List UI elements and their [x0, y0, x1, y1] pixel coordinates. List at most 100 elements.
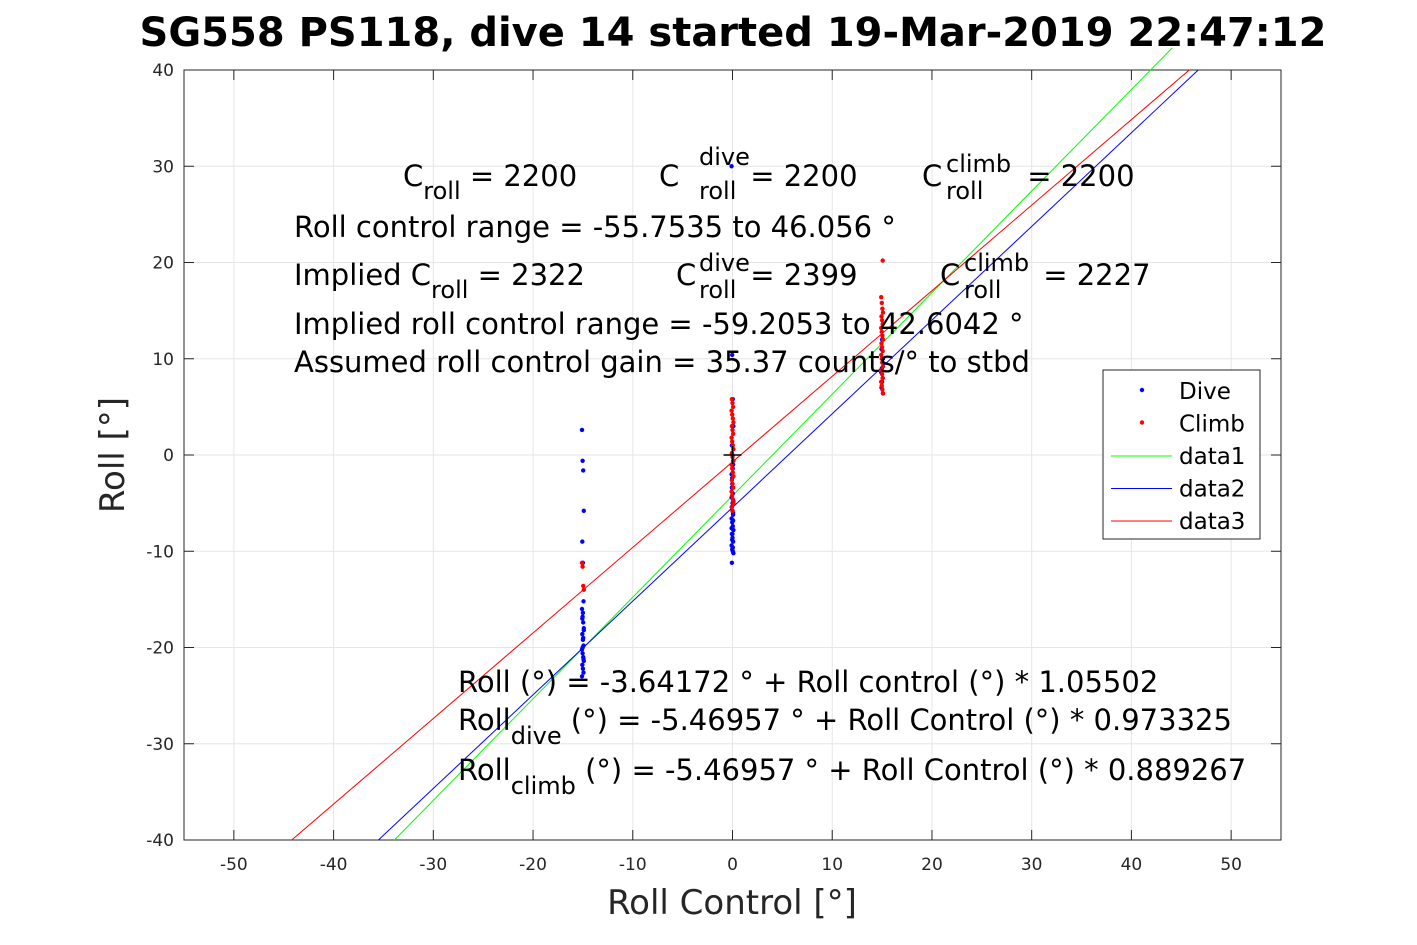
y-tick-label: 40: [152, 61, 174, 81]
point-climb: [879, 356, 884, 361]
y-tick-label: 10: [152, 350, 174, 370]
point-climb: [730, 412, 735, 417]
point-dive: [580, 666, 586, 671]
point-dive: [580, 616, 585, 621]
point-climb: [730, 400, 735, 406]
point-climb: [731, 473, 736, 479]
point-climb: [879, 368, 884, 373]
series-line-data1: [394, 47, 1173, 841]
point-climb: [880, 375, 885, 381]
x-tick-label: -30: [419, 855, 447, 875]
x-tick-label: 20: [921, 855, 943, 875]
point-climb: [880, 321, 885, 327]
point-dive: [730, 545, 735, 550]
point-climb: [731, 420, 736, 425]
point-dive: [579, 606, 585, 612]
point-climb: [878, 325, 884, 331]
origin-marker: [723, 446, 742, 464]
point-dive: [580, 662, 585, 668]
y-tick-label: 0: [163, 446, 174, 466]
x-tick-label: -50: [220, 855, 248, 875]
x-tick-label: 40: [1121, 855, 1143, 875]
x-tick-label: -10: [619, 855, 647, 875]
point-climb: [879, 345, 885, 350]
point-climb: [880, 387, 885, 392]
point-climb: [878, 294, 884, 300]
point-dive: [581, 635, 586, 641]
point-climb: [880, 333, 885, 338]
point-climb: [730, 481, 735, 487]
ann-gain: Assumed roll control gain = 35.37 counts…: [294, 345, 1030, 379]
point-dive: [731, 550, 736, 556]
point-climb: [729, 477, 735, 483]
point-dive: [580, 458, 585, 463]
y-tick-label: 20: [152, 254, 174, 274]
legend-label-data3: data3: [1179, 509, 1245, 535]
point-dive: [581, 620, 586, 625]
x-tick-label: 0: [727, 855, 738, 875]
point-climb: [730, 497, 735, 502]
legend-box: [1102, 369, 1261, 540]
point-dive: [579, 674, 585, 679]
legend: Dive Climb data1 data2 data3: [1102, 369, 1261, 540]
y-tick-label: -40: [146, 831, 174, 851]
chart-title: SG558 PS118, dive 14 started 19-Mar-2019…: [140, 10, 1327, 56]
point-dive: [581, 599, 586, 604]
point-climb: [730, 470, 735, 475]
ann-fit-line-3: Rollclimb (°) = -5.46957 ° + Roll Contro…: [458, 753, 1246, 800]
point-climb: [581, 587, 587, 592]
y-axis-label: Roll [°]: [93, 397, 133, 513]
legend-label-data2: data2: [1179, 477, 1245, 503]
point-climb: [879, 300, 884, 306]
point-climb: [730, 404, 736, 410]
series-line-data2: [378, 69, 1199, 841]
ann-fit-line-2: Rolldive (°) = -5.46957 ° + Roll Control…: [458, 703, 1232, 750]
point-climb: [729, 435, 734, 440]
point-dive: [580, 651, 585, 656]
ann-roll-range: Roll control range = -55.7535 to 46.056 …: [294, 210, 896, 244]
point-climb: [729, 423, 735, 429]
point-climb: [879, 329, 884, 334]
point-dive: [581, 670, 586, 675]
point-climb: [879, 341, 884, 346]
legend-marker-dive: [1139, 387, 1145, 393]
point-climb: [731, 500, 736, 506]
x-axis-label: Roll Control [°]: [607, 883, 857, 923]
point-climb: [730, 443, 735, 448]
point-dive: [729, 164, 734, 169]
x-tick-label: -20: [519, 855, 547, 875]
legend-label-climb: Climb: [1179, 412, 1245, 438]
point-dive: [581, 468, 586, 473]
point-climb: [879, 383, 884, 388]
ann-fit-line-1: Roll (°) = -3.64172 ° + Roll control (°)…: [458, 665, 1158, 699]
point-climb: [730, 493, 735, 498]
point-climb: [730, 485, 736, 490]
point-climb: [880, 391, 886, 396]
point-climb: [730, 508, 735, 514]
point-climb: [579, 560, 585, 565]
point-climb: [878, 379, 884, 385]
point-dive: [579, 427, 585, 433]
ann-c-roll: Croll = 2200: [403, 159, 577, 205]
x-tick-label: 50: [1220, 855, 1242, 875]
point-climb: [730, 427, 735, 433]
x-tick-label: 30: [1021, 855, 1043, 875]
point-dive: [581, 508, 587, 514]
point-climb: [729, 396, 735, 402]
point-dive: [580, 610, 586, 616]
x-tick-label: -40: [320, 855, 348, 875]
point-climb: [880, 360, 885, 365]
point-dive: [729, 525, 734, 531]
point-climb: [729, 504, 735, 510]
y-tick-label: 30: [152, 157, 174, 177]
point-dive: [581, 656, 586, 662]
point-climb: [581, 583, 586, 589]
x-axis: -50 -40 -30 -20 -10 0 10 20 30 40 50: [220, 70, 1242, 875]
point-climb: [730, 431, 736, 437]
point-dive: [581, 627, 587, 633]
legend-label-data1: data1: [1179, 444, 1245, 470]
